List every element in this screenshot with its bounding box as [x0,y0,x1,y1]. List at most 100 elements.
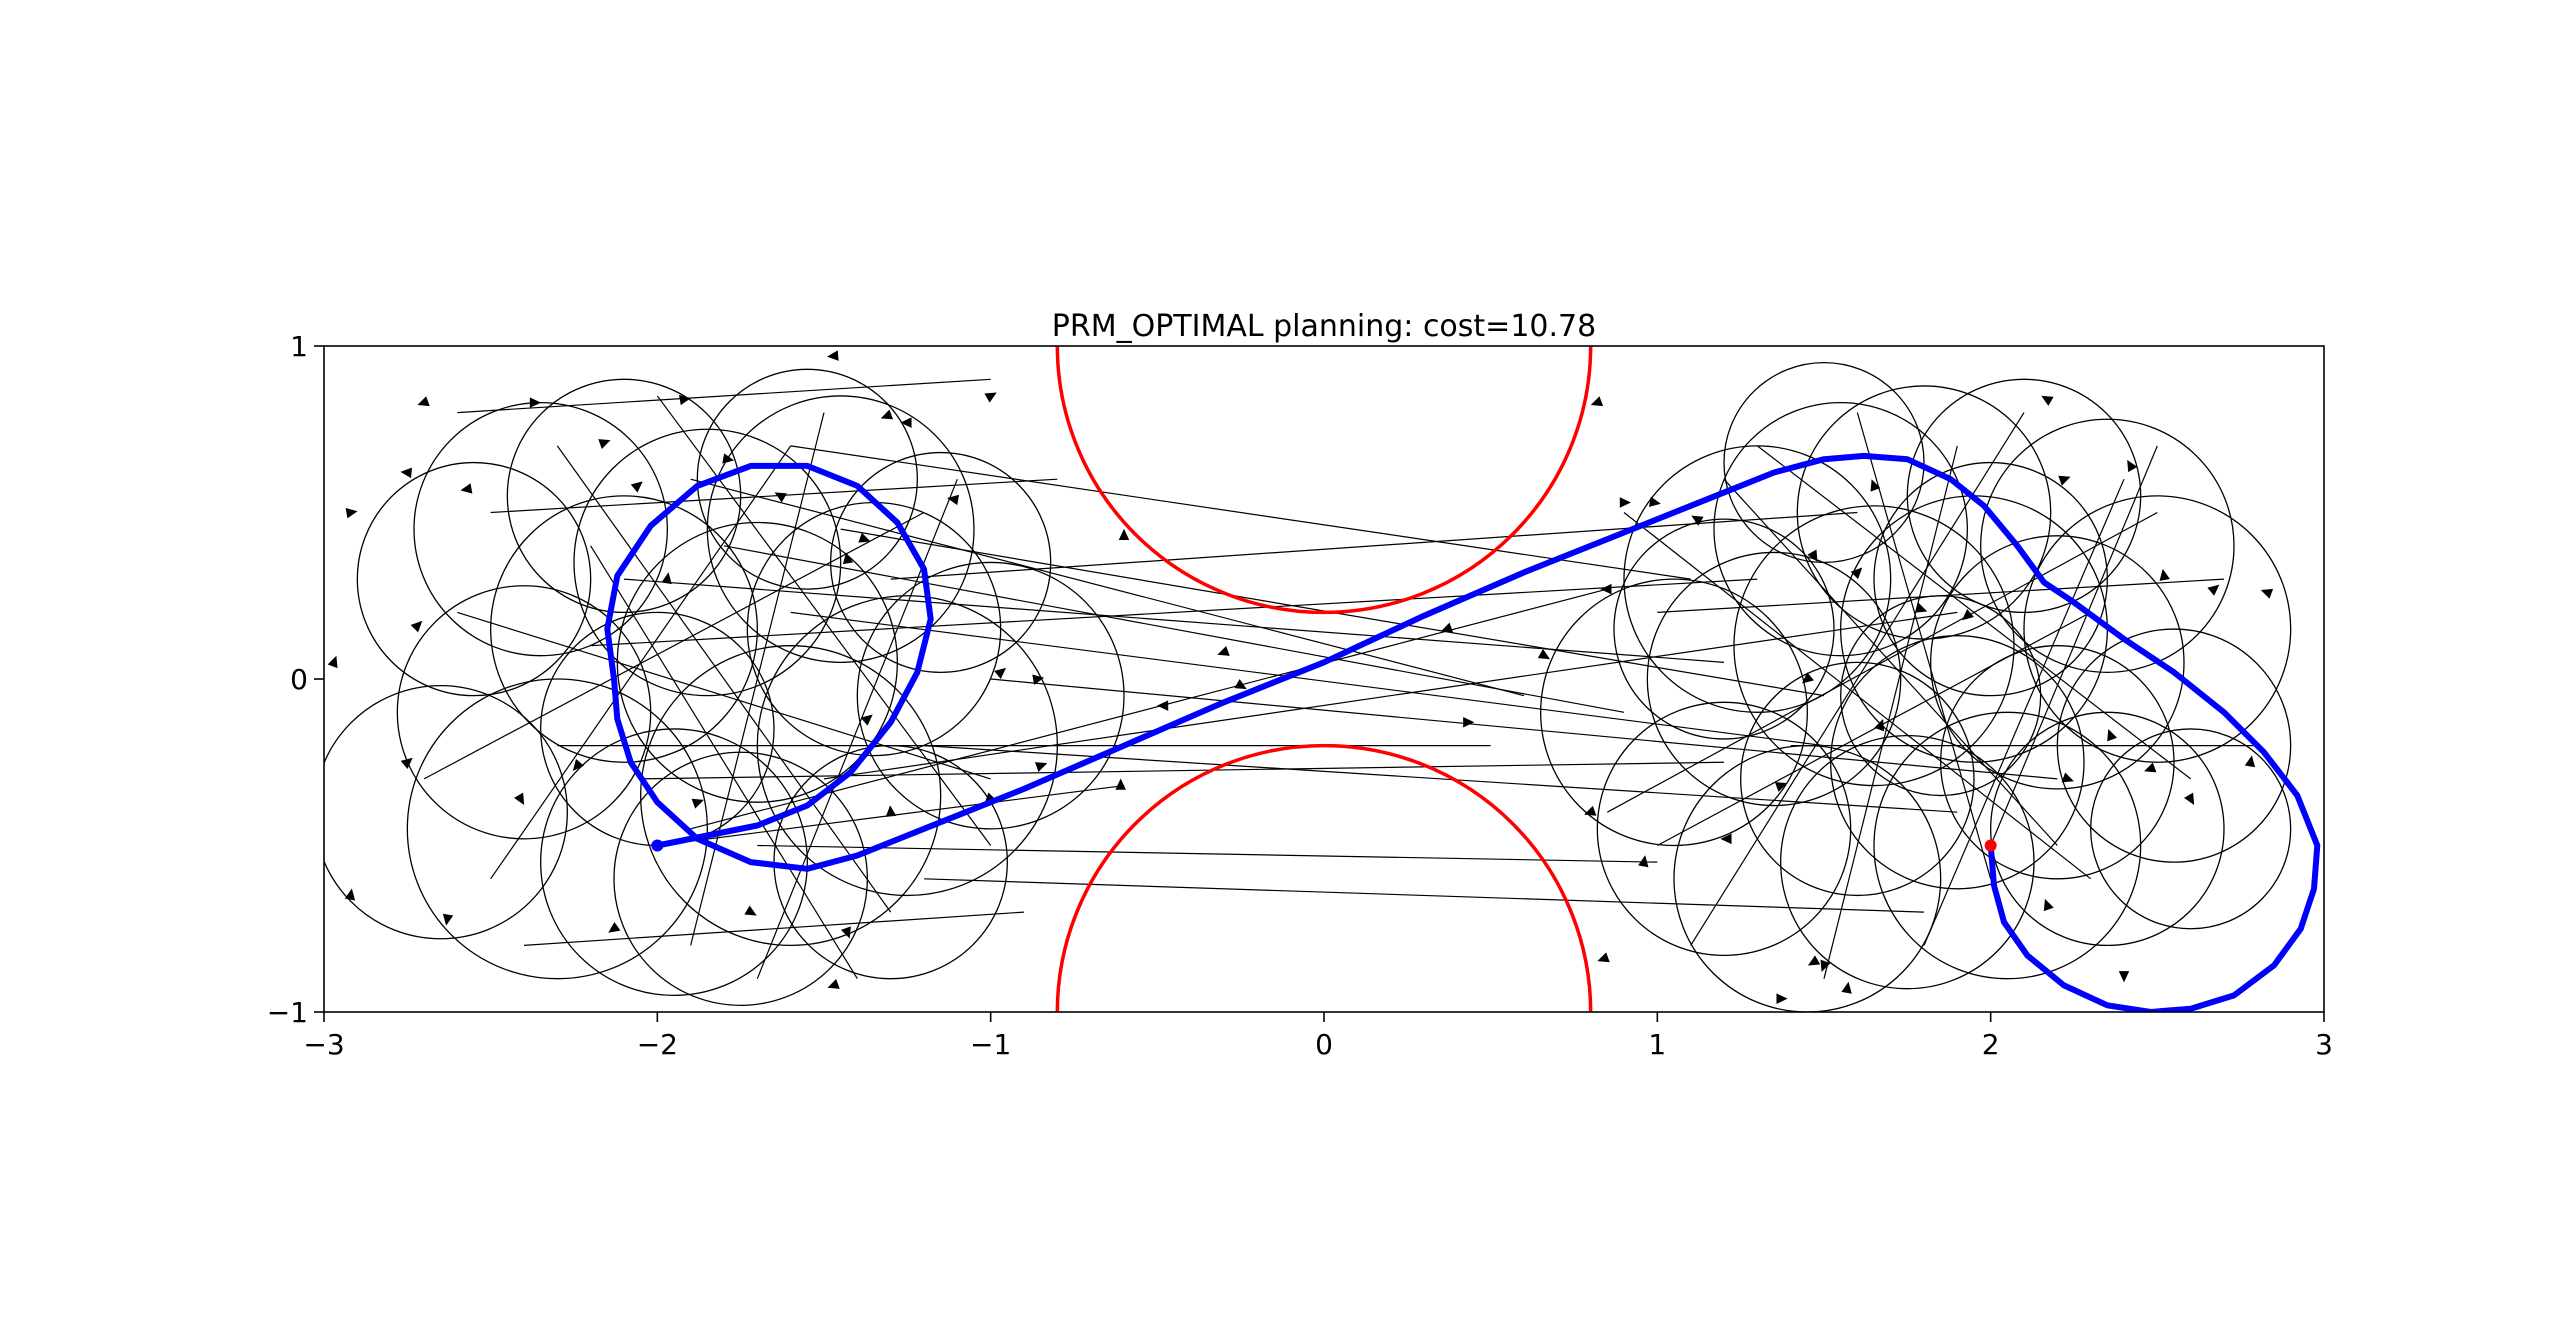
roadmap-node-58 [1850,567,1863,580]
x-tick-label-6: 3 [2315,1028,2333,1061]
roadmap-edge-24 [590,545,858,980]
roadmap-node-67 [2260,588,2274,599]
roadmap-circle-39 [1940,645,2175,880]
roadmap-node-73 [2118,971,2130,983]
roadmap-edges [423,378,2258,980]
roadmap-circle-3 [573,428,842,697]
plot-area [324,346,2321,1012]
x-axis: −3 −2 −1 0 1 2 3 [303,1012,2333,1061]
roadmap-circle-20 [1623,445,1892,713]
roadmap-circle-24 [1980,418,2235,673]
roadmap-edge-32 [1823,445,1958,979]
roadmap-node-15 [678,394,691,406]
roadmap-circle-30 [1673,744,1942,1012]
roadmap-edge-28 [1623,512,2092,880]
roadmap-node-35 [1034,762,1048,772]
y-tick-label-0: −1 [267,996,308,1029]
roadmap-node-24 [984,392,997,403]
roadmap-circle-17 [696,368,918,590]
roadmap-node-75 [1801,672,1814,684]
roadmap-circle-34 [1733,505,2015,787]
roadmap-edge-5 [590,578,1758,647]
roadmap-node-19 [827,350,839,361]
roadmap-node-13 [598,439,611,449]
roadmap-node-63 [2058,475,2071,486]
x-tick-label-0: −3 [303,1028,344,1061]
roadmap-edge-21 [556,445,892,913]
roadmap-node-53 [1820,959,1831,972]
planned-path [604,452,2321,1012]
roadmap-node-12 [529,397,541,408]
roadmap-edge-4 [790,611,1825,747]
roadmap-node-16 [722,453,735,464]
roadmap-edge-18 [640,761,1725,780]
roadmap-edge-39 [1990,445,2158,846]
roadmap-node-5 [410,620,423,633]
roadmap-circle-6 [396,585,652,840]
roadmap-node-46 [1619,497,1631,508]
roadmap-nodes [327,350,2274,1004]
roadmap-circle-32 [1540,578,1808,847]
roadmap-node-62 [2041,395,2054,406]
roadmap-edge-15 [523,911,1025,946]
roadmap-node-21 [900,417,912,428]
roadmap-circle-1 [413,401,668,657]
chart-title: PRM_OPTIMAL planning: cost=10.78 [1052,309,1596,344]
roadmap-edge-7 [890,511,1858,580]
roadmap-circle-7 [406,678,708,980]
y-axis: −1 0 1 [267,330,324,1029]
roadmap-edge-1 [690,588,1608,830]
roadmap-circle-42 [1613,518,1835,740]
x-tick-label-1: −2 [637,1028,678,1061]
roadmap-node-40 [1234,679,1247,690]
roadmap-node-1 [460,483,473,494]
roadmap-circle-38 [1830,635,2085,890]
roadmap-node-4 [327,655,338,669]
roadmap-circle-28 [1873,711,2142,980]
roadmap-node-44 [1597,952,1610,963]
roadmap-node-11 [608,922,621,933]
roadmap-circle-19 [324,685,568,940]
roadmap-edge-3 [723,545,1625,713]
upper-obstacle [1055,346,1593,615]
roadmap-node-0 [417,396,430,407]
roadmap-circle-27 [1990,711,2225,947]
roadmap-edge-9 [923,878,1925,913]
roadmap-circle-0 [356,461,592,697]
roadmap-edge-35 [1607,511,2158,813]
roadmap-edge-37 [1856,412,1992,879]
roadmap-node-36 [1118,528,1130,541]
roadmap-node-72 [2244,755,2256,768]
roadmap-circle-8 [540,728,808,997]
roadmap-node-74 [2043,898,2054,912]
obstacles [1055,346,1593,1012]
roadmap-node-52 [1807,955,1821,966]
roadmap-node-37 [1115,778,1126,790]
roadmap-circle-2 [506,378,742,614]
roadmap-edge-34 [1723,478,2058,846]
roadmap-circle-23 [1906,378,2142,614]
roadmap-node-38 [1157,700,1169,711]
roadmap-node-22 [858,532,871,543]
roadmap-node-7 [344,888,356,901]
x-tick-label-5: 2 [1982,1028,2000,1061]
roadmap-node-14 [630,481,643,493]
roadmap-edge-2 [623,578,1725,663]
roadmap-node-17 [661,572,672,585]
roadmap-node-76 [1537,649,1551,660]
roadmap-edge-14 [457,378,991,414]
roadmap-node-10 [572,758,585,771]
roadmap-node-20 [880,409,894,420]
roadmap-edge-19 [790,445,1691,580]
roadmap-node-48 [1584,805,1597,816]
roadmap-circle-37 [1740,661,1975,897]
roadmap-circle-25 [2023,495,2292,763]
roadmap-node-56 [1870,479,1881,492]
roadmap-circle-40 [1723,361,1925,564]
roadmap-edge-13 [490,478,1058,514]
roadmap-edge-29 [1690,412,2025,946]
roadmap-node-29 [827,978,840,989]
roadmap-node-59 [1874,719,1885,732]
roadmap-node-64 [2127,459,2138,473]
